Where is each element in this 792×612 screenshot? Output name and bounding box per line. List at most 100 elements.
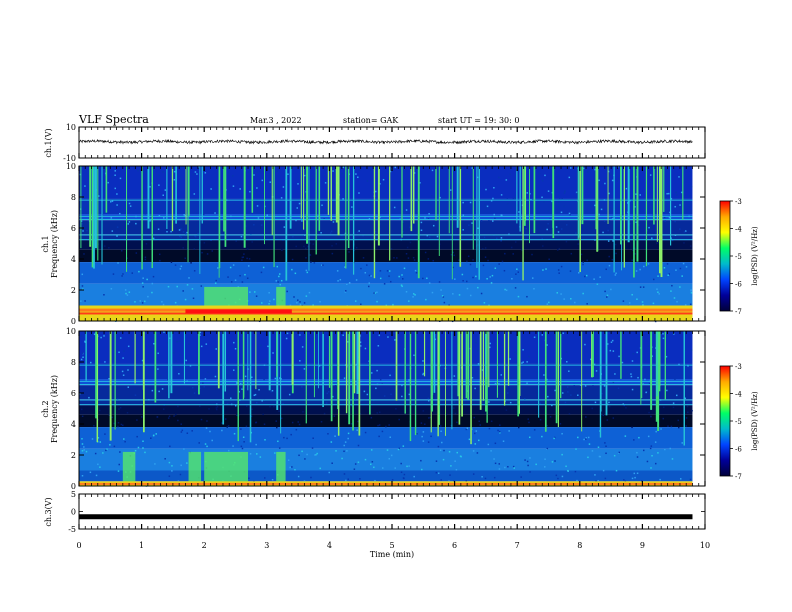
y-tick-label: 8 (71, 193, 76, 202)
spectrogram-speckle (563, 191, 566, 194)
spectrogram-speckle (471, 173, 473, 176)
spectrogram-speckle (671, 284, 673, 287)
spectrogram-speckle (122, 374, 125, 376)
spectrogram-speckle (615, 252, 617, 255)
spectrogram-speckle (357, 444, 360, 447)
spectrogram-speckle (636, 472, 639, 475)
spectrogram-speckle (119, 451, 121, 453)
spectrogram-speckle (175, 360, 177, 362)
spectrogram-speckle (199, 387, 201, 390)
spectrogram-speckle (269, 300, 271, 302)
spectrogram-speckle (421, 336, 423, 339)
spectrogram-speckle (129, 205, 132, 207)
spectrogram-speckle (670, 425, 673, 428)
spectrogram-speckle (200, 345, 203, 348)
spectrogram-speckle (185, 359, 187, 362)
spectrogram-speckle (606, 296, 608, 298)
spectrogram-speckle (127, 369, 129, 371)
spectrogram-speckle (452, 266, 455, 269)
spectrogram-speckle (276, 170, 278, 172)
spectrogram-speckle (422, 431, 425, 433)
spectrogram-speckle (452, 251, 455, 254)
spectrogram-speckle (493, 476, 496, 479)
spectrogram-speckle (600, 208, 603, 211)
spectrogram-speckle (518, 211, 520, 213)
spectrogram-speckle (582, 386, 585, 388)
spectrogram-speckle (689, 170, 692, 173)
spectrogram-speckle (554, 460, 556, 462)
colorbar-scale (719, 200, 731, 312)
spectrogram-speckle (679, 286, 681, 288)
spectrogram-speckle (301, 386, 303, 388)
spectrogram-speckle (538, 172, 541, 175)
spectrogram-speckle (576, 212, 578, 214)
spectrogram-speckle (686, 411, 689, 414)
spectrogram-speckle (176, 285, 178, 288)
spectrogram-speckle (560, 265, 563, 268)
spectrogram-speckle (453, 480, 455, 482)
spectrogram-speckle (239, 188, 241, 190)
spectrogram-speckle (635, 270, 638, 272)
spectrogram-speckle (458, 259, 460, 261)
spectrogram-speckle (267, 169, 270, 171)
spectrogram-blank (692, 331, 705, 486)
spectrogram-speckle (281, 361, 284, 364)
spectrogram-speckle (466, 260, 468, 263)
spectrogram-speckle (436, 235, 439, 238)
spectrogram-speckle (252, 350, 255, 352)
spectrogram-speckle (127, 345, 130, 348)
spectrogram-speckle (183, 448, 185, 450)
spectrogram-speckle (567, 469, 569, 472)
spectrogram-speckle (626, 371, 629, 374)
spectrogram-speckle (654, 441, 657, 443)
spectrogram-speckle (107, 181, 109, 184)
spectrogram-speckle (173, 415, 175, 417)
spectrogram-speckle (607, 240, 610, 242)
spectrogram-speckle (347, 341, 349, 343)
spectrogram-speckle (439, 425, 442, 427)
spectrogram-speckle (390, 393, 392, 396)
spectrogram-speckle (120, 250, 123, 252)
spectrogram-speckle (405, 209, 408, 211)
spectrogram-speckle (253, 174, 255, 176)
spectrogram-speckle (324, 182, 327, 184)
spectrogram-speckle (427, 399, 430, 402)
spectrogram-speckle (389, 334, 391, 336)
spectrogram-speckle (376, 291, 378, 294)
spectrogram-speckle (485, 188, 487, 191)
spectrogram-speckle (345, 290, 347, 292)
spectrogram-speckle (311, 175, 314, 177)
spectrogram-speckle (378, 424, 381, 426)
spectrogram-speckle (326, 392, 329, 395)
spectrogram-speckle (376, 181, 378, 183)
spectrogram-speckle (155, 433, 158, 435)
spectrogram-speckle (497, 429, 499, 432)
spectrogram-speckle (440, 289, 442, 291)
spectrogram-speckle (250, 415, 253, 418)
ch2-colorbar: -3 -4 -5 -6 -7 log(PSD) (V²/Hz) (719, 363, 759, 481)
spectrogram-speckle (111, 230, 114, 232)
spectrogram-speckle (335, 450, 337, 452)
spectrogram-speckle (623, 357, 626, 360)
spectrogram-speckle (576, 192, 578, 195)
spectrogram-speckle (286, 290, 288, 293)
spectrogram-speckle (282, 186, 285, 188)
spectrogram-speckle (427, 218, 430, 220)
ch1-spectrogram-ylabel-top: ch.1 (41, 235, 50, 252)
spectrogram-speckle (328, 471, 330, 474)
panel-ch1-spectrogram: 0 2 4 6 8 10 (66, 162, 706, 326)
spectrogram-speckle (637, 376, 639, 379)
spectrogram-band (79, 249, 693, 263)
spectrogram-speckle (544, 466, 546, 468)
spectrogram-speckle (428, 282, 431, 284)
spectrogram-speckle (295, 245, 297, 248)
spectrogram-speckle (402, 231, 404, 233)
spectrogram-speckle (128, 221, 131, 223)
spectrogram-speckle (233, 432, 236, 435)
spectrogram-speckle (535, 463, 537, 466)
spectrogram-speckle (413, 259, 416, 261)
spectrogram-speckle (647, 345, 650, 347)
spectrogram-speckle (142, 447, 144, 449)
spectrogram-speckle (428, 417, 430, 419)
spectrogram-speckle (354, 398, 357, 400)
